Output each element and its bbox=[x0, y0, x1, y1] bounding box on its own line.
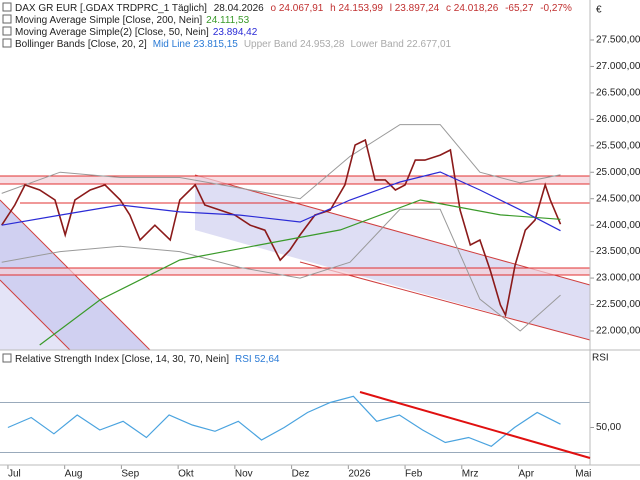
date: 28.04.2026 bbox=[214, 3, 264, 14]
legend-entry: Moving Average Simple [Close, 200, Nein]… bbox=[15, 15, 250, 26]
legend-name: Bollinger Bands [Close, 20, 2] bbox=[15, 39, 147, 50]
rsi-trend-line bbox=[359, 391, 591, 459]
legend-entry: Moving Average Simple(2) [Close, 50, Nei… bbox=[15, 27, 258, 38]
zone bbox=[0, 268, 590, 275]
y-tick-label: 22.000,00 bbox=[596, 326, 640, 337]
y-tick-label: 25.000,00 bbox=[596, 167, 640, 178]
y-tick-label: 27.000,00 bbox=[596, 61, 640, 72]
x-tick-label: Nov bbox=[235, 469, 253, 480]
x-tick-label: Mrz bbox=[462, 469, 479, 480]
x-tick-label: Sep bbox=[121, 469, 139, 480]
quote: -65,27 bbox=[505, 3, 534, 14]
trend-line bbox=[194, 174, 591, 286]
legend-name: Moving Average Simple [Close, 200, Nein] bbox=[15, 15, 202, 26]
y-tick-label: 23.000,00 bbox=[596, 273, 640, 284]
quote: c 24.018,26 bbox=[446, 3, 499, 14]
trend-line bbox=[0, 279, 71, 351]
x-tick-label: Okt bbox=[178, 469, 194, 480]
checkbox[interactable] bbox=[2, 26, 12, 36]
y-tick-label: 26.000,00 bbox=[596, 114, 640, 125]
checkbox[interactable] bbox=[2, 38, 12, 48]
y-tick-label: 24.000,00 bbox=[596, 220, 640, 231]
bollinger-lower bbox=[1, 208, 561, 332]
bollinger-upper bbox=[1, 124, 561, 200]
legend-value: Mid Line 23.815,15 bbox=[153, 39, 239, 50]
y-tick-label: 26.500,00 bbox=[596, 88, 640, 99]
legend-name: Moving Average Simple(2) [Close, 50, Nei… bbox=[15, 27, 209, 38]
legend-value: 23.894,42 bbox=[213, 27, 258, 38]
x-tick-label: Apr bbox=[519, 469, 535, 480]
legend-value: RSI 52,64 bbox=[235, 354, 280, 365]
y-tick-label: 27.500,00 bbox=[596, 35, 640, 46]
quote: l 23.897,24 bbox=[390, 3, 440, 14]
axis-label: RSI bbox=[592, 353, 609, 364]
legend-value: Upper Band 24.953,28 bbox=[244, 39, 345, 50]
series-line bbox=[1, 171, 561, 232]
x-tick-label: Aug bbox=[65, 469, 83, 480]
checkbox[interactable] bbox=[2, 2, 12, 12]
legend-entry: Bollinger Bands [Close, 20, 2] Mid Line 2… bbox=[15, 39, 452, 50]
y-tick-label: 50,00 bbox=[596, 422, 621, 433]
checkbox[interactable] bbox=[2, 353, 12, 363]
legend-name: Relative Strength Index [Close, 14, 30, … bbox=[15, 354, 229, 365]
title: DAX GR EUR [.GDAX TRDPRC_1 Täglich] bbox=[15, 3, 207, 14]
x-tick-label: Jul bbox=[8, 469, 21, 480]
y-tick-label: 23.500,00 bbox=[596, 246, 640, 257]
legend-entry: Relative Strength Index [Close, 14, 30, … bbox=[15, 354, 280, 365]
checkbox[interactable] bbox=[2, 14, 12, 24]
currency: € bbox=[596, 5, 602, 16]
quote: o 24.067,91 bbox=[271, 3, 324, 14]
header: DAX GR EUR [.GDAX TRDPRC_1 Täglich] 28.0… bbox=[15, 3, 572, 14]
series-line bbox=[7, 395, 561, 447]
legend-value: 24.111,53 bbox=[206, 15, 249, 26]
series-line bbox=[39, 199, 561, 346]
x-tick-label: Mai bbox=[575, 469, 591, 480]
quote: -0,27% bbox=[540, 3, 572, 14]
quote: h 24.153,99 bbox=[330, 3, 383, 14]
y-tick-label: 25.500,00 bbox=[596, 140, 640, 151]
zone bbox=[0, 176, 590, 184]
legend-value: Lower Band 22.677,01 bbox=[350, 39, 451, 50]
y-tick-label: 22.500,00 bbox=[596, 299, 640, 310]
x-tick-label: Feb bbox=[405, 469, 423, 480]
x-tick-label: 2026 bbox=[348, 469, 371, 480]
y-tick-label: 24.500,00 bbox=[596, 193, 640, 204]
channel bbox=[195, 175, 590, 340]
x-tick-label: Dez bbox=[292, 469, 310, 480]
